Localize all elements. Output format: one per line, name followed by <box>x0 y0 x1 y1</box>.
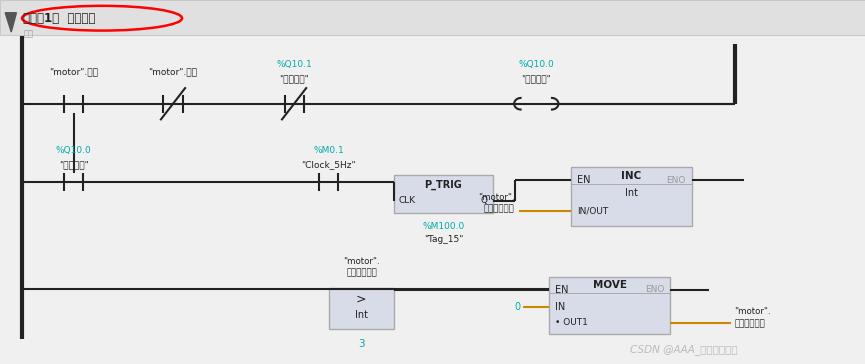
FancyBboxPatch shape <box>394 175 493 213</box>
Text: "电机正转": "电机正转" <box>59 160 88 169</box>
Text: 旋转角度状态: 旋转角度状态 <box>484 205 515 214</box>
Text: "电机正转": "电机正转" <box>522 75 551 84</box>
Text: CLK: CLK <box>399 196 416 205</box>
Text: "Tag_15": "Tag_15" <box>424 235 463 244</box>
Text: "motor".: "motor". <box>734 307 771 316</box>
FancyBboxPatch shape <box>571 167 692 226</box>
Text: "motor".: "motor". <box>343 257 380 266</box>
Text: "motor".正转: "motor".正转 <box>49 67 98 76</box>
Text: >: > <box>356 293 367 306</box>
Text: "motor".停止: "motor".停止 <box>149 67 197 76</box>
Text: 0: 0 <box>515 302 521 312</box>
Text: INC: INC <box>621 171 642 181</box>
Text: IN: IN <box>555 302 566 312</box>
Text: 3: 3 <box>358 339 364 348</box>
Text: %M0.1: %M0.1 <box>313 146 344 155</box>
Text: EN: EN <box>555 285 569 295</box>
FancyBboxPatch shape <box>549 277 670 334</box>
Text: ENO: ENO <box>645 285 664 294</box>
Text: P_TRIG: P_TRIG <box>425 179 462 190</box>
Text: %M100.0: %M100.0 <box>422 222 465 231</box>
Text: ENO: ENO <box>667 176 686 185</box>
Text: CSDN @AAA_自动化工程师: CSDN @AAA_自动化工程师 <box>630 344 737 355</box>
Text: %Q10.0: %Q10.0 <box>55 146 92 155</box>
Text: 注：: 注： <box>23 29 34 38</box>
Text: Int: Int <box>625 188 638 198</box>
Text: 旋转角度状态: 旋转角度状态 <box>734 320 766 329</box>
Text: Q: Q <box>481 196 488 205</box>
Text: "motor".: "motor". <box>478 193 515 202</box>
Text: IN/OUT: IN/OUT <box>577 207 608 215</box>
Text: 旋转角度状态: 旋转角度状态 <box>346 269 377 278</box>
Text: MOVE: MOVE <box>593 280 627 290</box>
Text: Int: Int <box>355 310 368 320</box>
FancyBboxPatch shape <box>0 0 865 35</box>
FancyBboxPatch shape <box>329 288 394 329</box>
Text: "电机反转": "电机反转" <box>279 75 309 84</box>
Text: • OUT1: • OUT1 <box>555 318 588 327</box>
Text: "Clock_5Hz": "Clock_5Hz" <box>301 160 356 169</box>
Text: EN: EN <box>577 175 591 185</box>
Text: 程序段1：  电机正转: 程序段1： 电机正转 <box>23 12 96 25</box>
Polygon shape <box>5 13 16 32</box>
Text: %Q10.0: %Q10.0 <box>518 60 554 69</box>
Text: %Q10.1: %Q10.1 <box>276 60 312 69</box>
